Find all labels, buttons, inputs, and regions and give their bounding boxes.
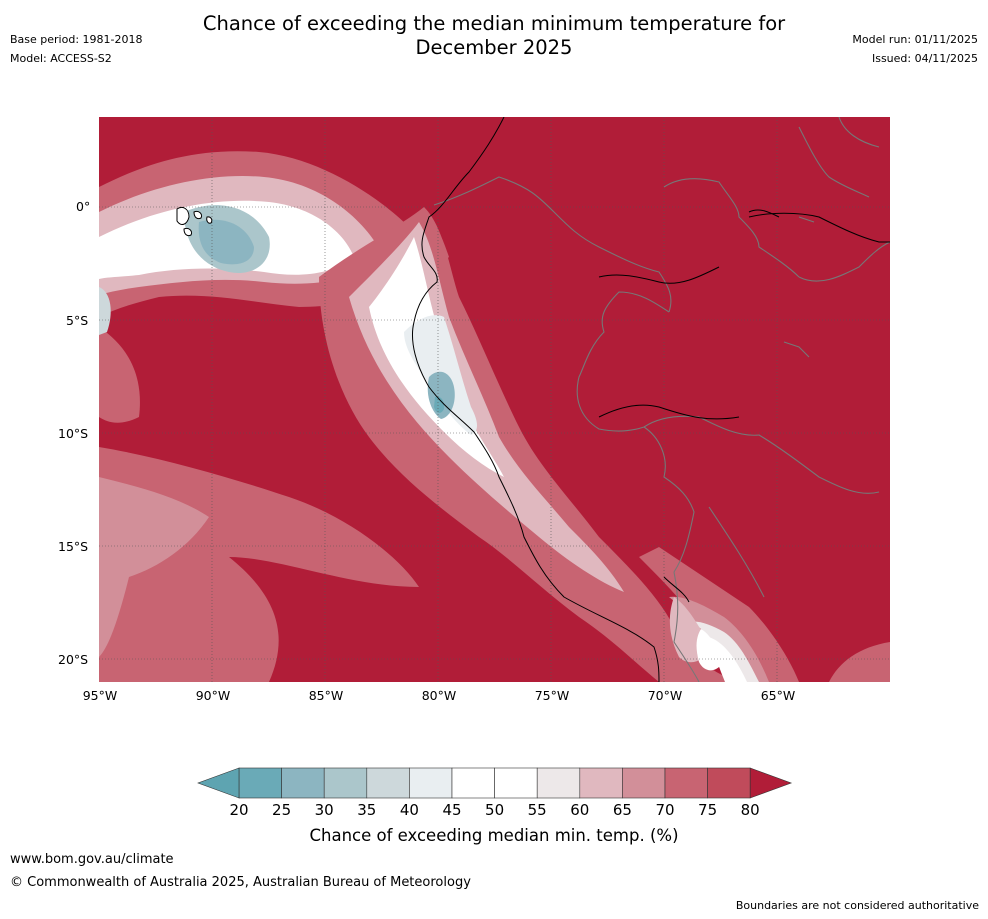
colorbar-segment [579, 767, 623, 799]
colorbar-over-arrow [749, 767, 793, 799]
colorbar-tick-label: 70 [655, 801, 675, 819]
colorbar-segment [281, 767, 325, 799]
colorbar-tick-label: 25 [272, 801, 292, 819]
lon-label: 80°W [421, 688, 457, 703]
graticule [99, 117, 890, 682]
colorbar-tick-label: 55 [527, 801, 547, 819]
colorbar-tick-label: 75 [698, 801, 718, 819]
colorbar-segment [494, 767, 538, 799]
model-run: Model run: 01/11/2025 [852, 33, 978, 46]
colorbar-segment [707, 767, 751, 799]
colorbar-segment [451, 767, 495, 799]
base-period: Base period: 1981-2018 [10, 33, 143, 46]
lon-label: 70°W [647, 688, 683, 703]
probability-band-70-southwest [99, 327, 140, 423]
galapagos-islands [176, 206, 213, 237]
colorbar-tick-label: 60 [570, 801, 590, 819]
lon-label: 90°W [195, 688, 231, 703]
lat-label: 10°S [58, 426, 89, 441]
meta-left: Base period: 1981-2018 Model: ACCESS-S2 [10, 30, 142, 68]
colorbar-segment [238, 767, 282, 799]
colorbar-segment [366, 767, 410, 799]
probability-band-55-altiplano [696, 629, 721, 671]
colorbar-label: Chance of exceeding median min. temp. (%… [309, 826, 679, 845]
colorbar-segment [622, 767, 666, 799]
map-title-line2: December 2025 [415, 36, 573, 59]
colorbar-segment [536, 767, 581, 799]
lat-label: 20°S [58, 652, 89, 667]
model-name: Model: ACCESS-S2 [10, 52, 112, 65]
lon-label: 95°W [82, 688, 118, 703]
probability-band-30-galapagos [198, 219, 254, 265]
probability-band-20-peru [434, 396, 445, 413]
colorbar [197, 767, 793, 799]
probability-band-70-southeast [829, 642, 890, 682]
lon-label: 65°W [760, 688, 796, 703]
footer-disclaimer: Boundaries are not considered authoritat… [735, 899, 979, 912]
lon-label: 75°W [534, 688, 570, 703]
probability-band-40-west-edge [99, 287, 111, 335]
country-borders [433, 117, 890, 682]
issued-date: Issued: 04/11/2025 [871, 52, 978, 65]
colorbar-segment [409, 767, 453, 799]
footer-url[interactable]: www.bom.gov.au/climate [10, 852, 174, 867]
colorbar-tick-label: 40 [399, 801, 419, 819]
lat-label: 0° [76, 199, 91, 214]
colorbar-under-arrow [197, 767, 240, 799]
colorbar-segment [323, 767, 368, 799]
map-title-line1: Chance of exceeding the median minimum t… [202, 12, 786, 35]
map-panel [99, 117, 890, 682]
map-title: Chance of exceeding the median minimum t… [0, 12, 988, 60]
lat-label: 15°S [58, 539, 89, 554]
colorbar-tick-label: 45 [442, 801, 462, 819]
colorbar-tick-label: 35 [357, 801, 377, 819]
colorbar-tick-label: 65 [612, 801, 632, 819]
colorbar-tick-label: 20 [229, 801, 249, 819]
coastlines [411, 117, 890, 682]
footer-copyright: © Commonwealth of Australia 2025, Austra… [10, 875, 471, 890]
meta-right: Model run: 01/11/2025 Issued: 04/11/2025 [852, 30, 978, 68]
lon-label: 85°W [308, 688, 344, 703]
lat-label: 5°S [66, 313, 89, 328]
probability-band-65-south [99, 477, 209, 657]
colorbar-tick-label: 80 [740, 801, 760, 819]
colorbar-segment [664, 767, 708, 799]
colorbar-tick-label: 50 [485, 801, 505, 819]
colorbar-tick-label: 30 [314, 801, 334, 819]
